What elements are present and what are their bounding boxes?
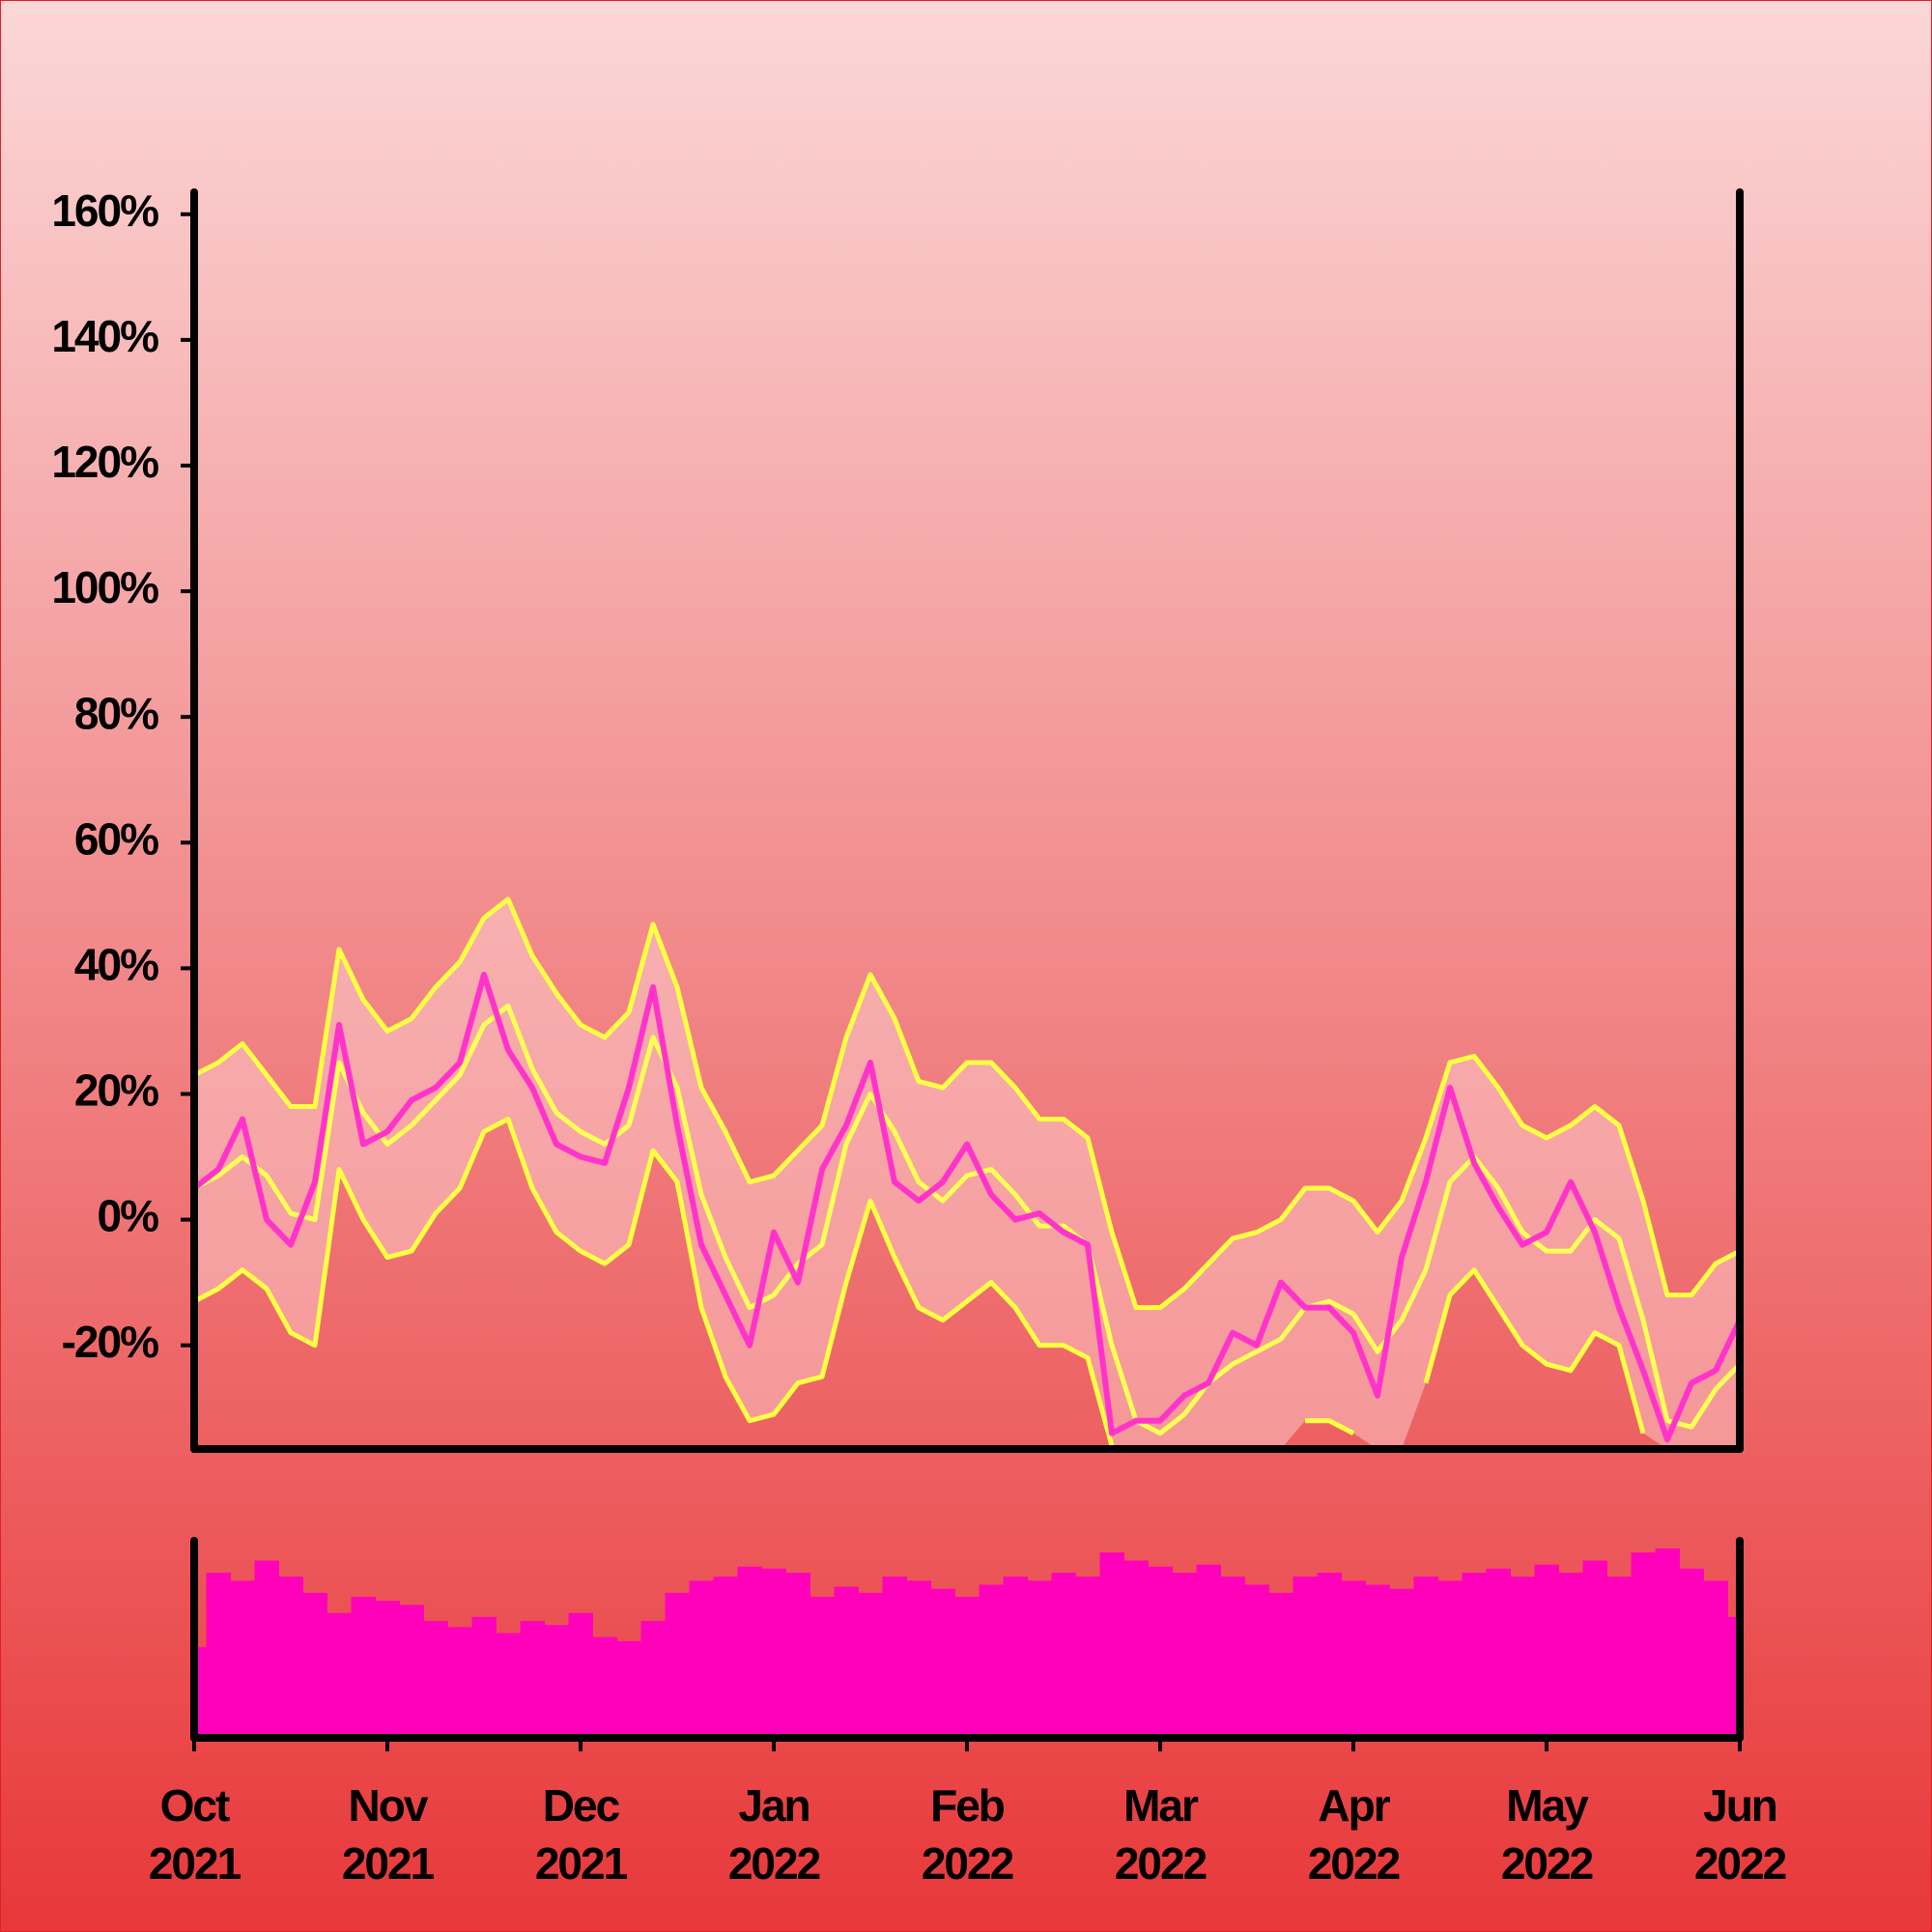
volume-bar [206, 1573, 231, 1738]
volume-bar [375, 1601, 400, 1738]
y-tick-label: 100% [51, 562, 158, 612]
volume-bar [906, 1580, 931, 1738]
volume-bar [254, 1560, 279, 1738]
volume-bar [1631, 1552, 1656, 1738]
volume-bar [423, 1621, 448, 1738]
x-tick-label: Dec 2021 [534, 1780, 628, 1889]
x-tick-label: Mar 2022 [1114, 1780, 1208, 1889]
band-line [194, 1116, 1646, 1447]
volume-bar [1244, 1584, 1269, 1738]
volume-bar [568, 1612, 593, 1738]
volume-bar [1582, 1560, 1607, 1738]
x-tick-label: Jan 2022 [727, 1780, 821, 1889]
volume-bar [1293, 1577, 1318, 1738]
volume-bar [1075, 1577, 1100, 1738]
y-tick-label: 40% [74, 940, 158, 990]
volume-bar [327, 1612, 352, 1738]
volume-bar [1703, 1580, 1728, 1738]
volume-bar [1051, 1573, 1076, 1738]
y-tick-label: 0% [98, 1191, 159, 1241]
volume-bar [447, 1627, 472, 1738]
band-line [194, 896, 1740, 1311]
y-tick-label: 80% [74, 688, 158, 738]
x-tick-label: Apr 2022 [1307, 1780, 1401, 1889]
volume-bar [1437, 1580, 1463, 1738]
y-tick-label: 120% [51, 437, 158, 487]
y-tick-label: 140% [51, 311, 158, 361]
volume-bar [761, 1568, 786, 1738]
volume-bar [1558, 1573, 1583, 1738]
volume-bar [351, 1597, 376, 1738]
volume-bar [640, 1621, 666, 1738]
volume-bar [520, 1621, 545, 1738]
volume-bar [1679, 1568, 1704, 1738]
volume-bar [1413, 1577, 1438, 1738]
y-tick-label: 160% [51, 185, 158, 236]
volume-bar [1655, 1548, 1680, 1738]
volume-bar [882, 1577, 907, 1738]
volume-bar [1462, 1573, 1487, 1738]
volume-bar [1027, 1580, 1052, 1738]
price-line [194, 971, 1740, 1443]
x-tick-label: Nov 2021 [341, 1780, 435, 1889]
volume-bar [616, 1640, 641, 1738]
y-tick-label: 60% [74, 813, 158, 864]
volume-bar [1099, 1552, 1124, 1738]
band-line [194, 1003, 1740, 1436]
volume-bar [979, 1584, 1004, 1738]
volume-bar [1196, 1564, 1221, 1738]
volume-bar [230, 1580, 255, 1738]
volume-bar [1486, 1568, 1511, 1738]
volume-bar [592, 1636, 617, 1738]
volume-bar [544, 1625, 569, 1738]
volume-bar [834, 1586, 859, 1738]
volume-bar [1003, 1577, 1028, 1738]
volume-bar [496, 1633, 521, 1738]
volume-bar [858, 1592, 883, 1738]
volume-bar [1220, 1577, 1245, 1738]
y-tick-label: -20% [62, 1317, 158, 1367]
volume-bar [471, 1616, 497, 1738]
x-tick-label: Feb 2022 [921, 1780, 1014, 1889]
volume-bar [1510, 1577, 1535, 1738]
volume-bar [785, 1573, 810, 1738]
volume-bar [689, 1580, 714, 1738]
volume-bar [399, 1605, 424, 1738]
volume-bar [1365, 1584, 1390, 1738]
volume-bar [1317, 1573, 1342, 1738]
volume-bar [1389, 1588, 1414, 1738]
volume-bar [713, 1577, 738, 1738]
volume-bar [665, 1592, 690, 1738]
y-tick-label: 20% [74, 1065, 158, 1116]
volume-bar [1123, 1560, 1149, 1738]
volume-bar [1606, 1577, 1632, 1738]
volume-bar [1172, 1573, 1197, 1738]
x-tick-label: May 2022 [1500, 1780, 1594, 1889]
volume-bar [302, 1592, 327, 1738]
volume-bar [737, 1566, 762, 1738]
volume-bar [810, 1597, 835, 1738]
volume-bar [1148, 1566, 1173, 1738]
volume-bar [1268, 1592, 1293, 1738]
x-tick-label: Jun 2022 [1693, 1780, 1787, 1889]
volume-bar [1341, 1580, 1366, 1738]
volume-bar [278, 1577, 303, 1738]
x-tick-label: Oct 2021 [148, 1780, 242, 1889]
volume-bar [1534, 1564, 1559, 1738]
volume-bar [954, 1597, 980, 1738]
volume-bar [930, 1588, 955, 1738]
